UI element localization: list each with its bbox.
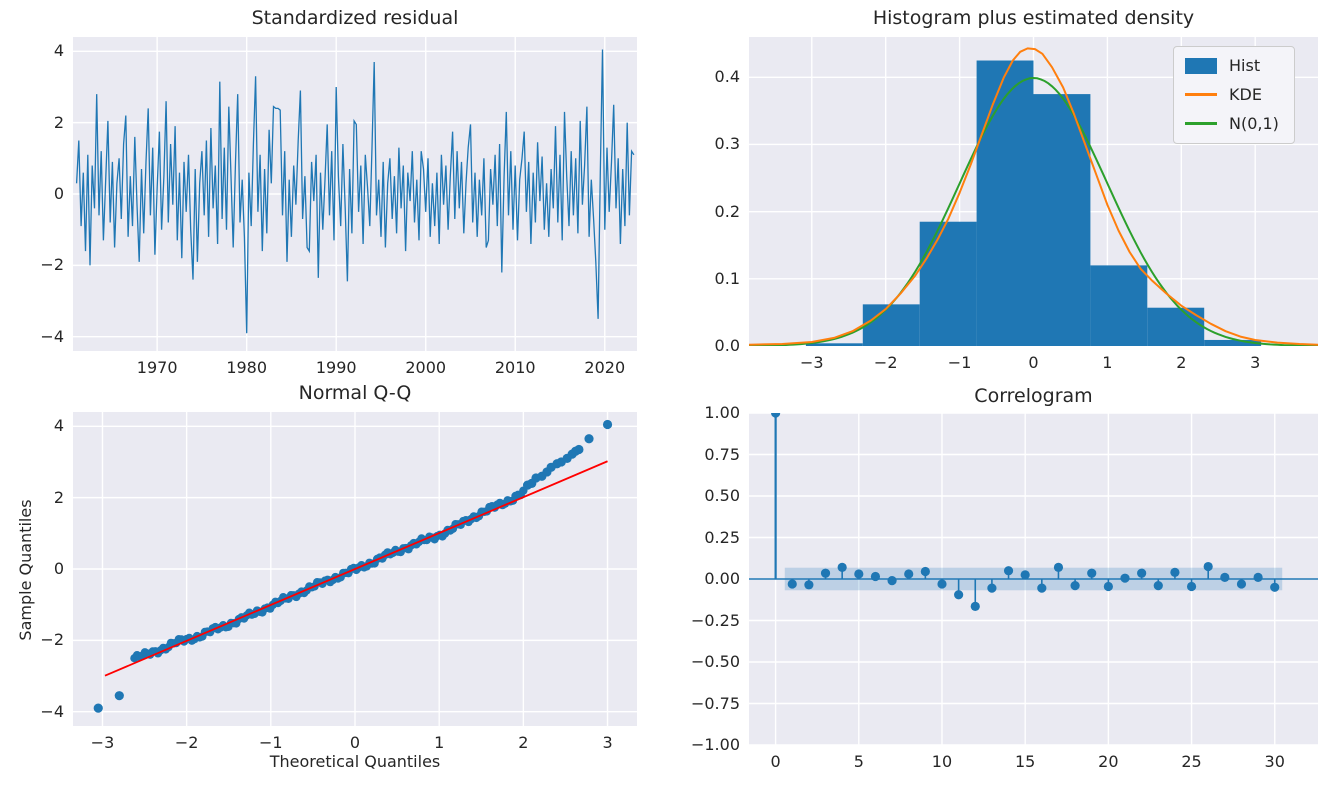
x-tick-label: 3 (602, 733, 613, 752)
correlogram-plot-title: Correlogram (974, 385, 1093, 407)
y-tick-label: 4 (53, 416, 64, 436)
normal-line-swatch (1185, 122, 1217, 126)
x-tick-label: −2 (873, 353, 898, 372)
y-tick-label: 0.4 (714, 67, 740, 87)
x-tick-label: 0 (770, 752, 781, 771)
y-tick-label: 0.3 (714, 134, 740, 154)
y-tick-label: −0.25 (690, 610, 740, 630)
y-tick-label: 0 (53, 559, 64, 578)
x-tick-label: 1970 (136, 358, 178, 377)
y-tick-label: −4 (40, 701, 64, 721)
x-tick-label: 2 (1176, 353, 1187, 372)
y-tick-label: 2 (53, 112, 64, 132)
y-tick-label: 4 (53, 41, 64, 61)
x-tick-label: 1 (434, 733, 445, 752)
x-tick-label: 3 (1250, 353, 1261, 372)
y-tick-label: −1.00 (690, 735, 740, 754)
x-tick-label: −3 (90, 733, 115, 752)
qq-plot-title: Normal Q-Q (298, 382, 412, 404)
y-tick-label: −0.75 (690, 693, 740, 713)
y-tick-label: 0.75 (704, 444, 740, 464)
hist-swatch (1185, 57, 1217, 74)
y-tick-label: −2 (40, 630, 64, 650)
y-tick-label: 0.0 (714, 336, 740, 355)
x-tick-label: 15 (1014, 752, 1036, 771)
x-tick-label: −1 (259, 733, 283, 752)
qq-xlabel: Theoretical Quantiles (269, 752, 441, 771)
residual-plot-title: Standardized residual (251, 7, 459, 29)
x-tick-label: 5 (853, 752, 864, 771)
y-tick-label: 1.00 (704, 403, 740, 422)
x-tick-label: −2 (174, 733, 199, 752)
y-tick-label: 0 (53, 184, 64, 203)
legend-label-normal: N(0,1) (1229, 114, 1279, 134)
x-tick-label: 2010 (494, 358, 536, 377)
y-tick-label: 0.00 (704, 569, 740, 588)
y-tick-label: −0.50 (690, 652, 740, 671)
legend-item-hist: Hist (1185, 56, 1279, 75)
x-tick-label: 2 (518, 733, 529, 752)
x-tick-label: −1 (947, 353, 972, 372)
y-tick-label: −4 (40, 326, 64, 346)
legend-label-kde: KDE (1229, 85, 1262, 105)
x-tick-label: 1 (1102, 353, 1113, 372)
histogram-legend: Hist KDE N(0,1) (1173, 46, 1295, 144)
x-tick-label: 2000 (405, 358, 447, 377)
legend-label-hist: Hist (1229, 56, 1261, 75)
x-tick-label: 30 (1264, 752, 1285, 771)
legend-item-normal: N(0,1) (1185, 114, 1279, 133)
y-tick-label: 0.2 (714, 201, 740, 221)
x-tick-label: 20 (1098, 752, 1119, 771)
y-tick-label: 0.1 (714, 268, 740, 288)
legend-item-kde: KDE (1185, 85, 1279, 104)
x-tick-label: 1990 (315, 358, 357, 377)
residual-plot-axes (73, 37, 637, 351)
x-tick-label: −3 (800, 353, 824, 372)
x-tick-label: 1980 (226, 358, 268, 377)
qq-plot-axes (73, 412, 637, 726)
x-tick-label: 25 (1181, 752, 1202, 771)
x-tick-label: 10 (931, 752, 953, 771)
y-tick-label: 2 (53, 487, 64, 507)
x-tick-label: 2020 (584, 358, 626, 377)
x-tick-label: 0 (349, 733, 361, 752)
kde-line-swatch (1185, 93, 1217, 97)
x-tick-label: 0 (1028, 353, 1039, 372)
y-tick-label: −2 (40, 255, 64, 275)
y-tick-label: 0.50 (704, 486, 740, 505)
correlogram-plot-axes (749, 413, 1318, 745)
histogram-plot-title: Histogram plus estimated density (872, 7, 1195, 29)
y-tick-label: 0.25 (704, 527, 740, 547)
